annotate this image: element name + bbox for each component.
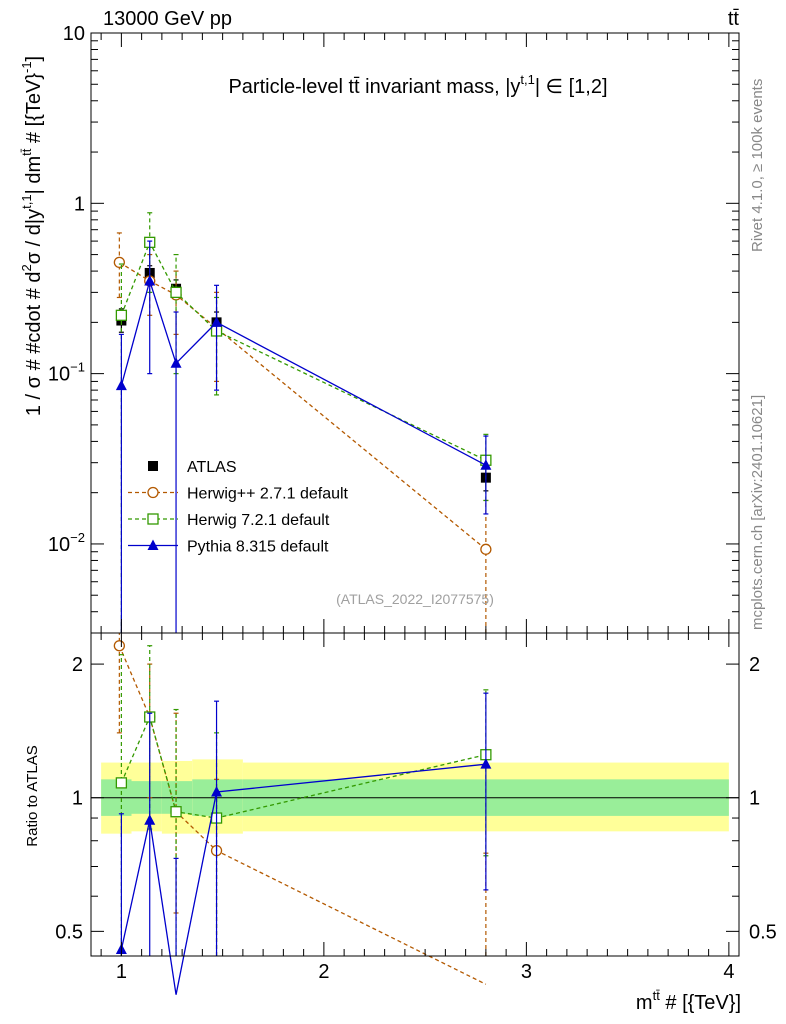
main-ytick-label-base: 10 (48, 364, 70, 386)
main-point-pythia-8-315-default (115, 379, 127, 391)
main-marks (113, 212, 492, 633)
main-ytick-label-base: 10 (48, 534, 70, 556)
energy-label: 13000 GeV pp (103, 8, 232, 30)
ratio-y-axis-label: Ratio to ATLAS (24, 745, 41, 846)
ratio-point-herwig-7-2-1-default (115, 777, 128, 789)
legend-marker-atlas (148, 461, 158, 471)
main-point-pythia-8-315-default (170, 357, 182, 368)
ratio-marks (113, 633, 492, 995)
process-label: tt̄ (728, 8, 740, 30)
x-tick-label: 2 (318, 961, 329, 983)
main-xticks (100, 33, 730, 633)
mcplots-label: mcplots.cern.ch [arXiv:2401.10621] (749, 395, 766, 630)
legend-label-atlas: ATLAS (187, 459, 237, 476)
main-ytick-label: 10−2 (48, 530, 85, 556)
main-ytick-label: 10−1 (48, 360, 85, 386)
legend-label-herwig-2-7-1-default: Herwig++ 2.7.1 default (187, 486, 349, 503)
x-tick-label: 1 (116, 961, 127, 983)
ratio-ytick-label-left: 0.5 (55, 921, 83, 943)
main-y-axis-label: 1 / σ # #cdot # d2σ / d|yt,1| dmtt̄ # [{… (19, 56, 45, 416)
main-ytick-label: 1 (74, 193, 85, 215)
ratio-ytick-label-right: 0.5 (749, 921, 777, 943)
ratio-point-pythia-8-315-default (211, 786, 223, 797)
rivet-version-label: Rivet 4.1.0, ≥ 100k events (749, 79, 766, 252)
ratio-line-pythia-8-315-default (120, 763, 486, 995)
ratio-point-pythia-8-315-default (144, 814, 156, 825)
main-point-herwig-2-7-1-default (113, 256, 125, 269)
main-point-herwig-2-7-1-default (480, 543, 492, 555)
main-point-pythia-8-315-default (144, 274, 156, 286)
x-tick-label: 4 (723, 961, 734, 983)
main-point-pythia-8-315-default (211, 316, 223, 327)
x-tick-label: 3 (521, 961, 532, 983)
legend-label-pythia-8-315-default: Pythia 8.315 default (187, 539, 329, 556)
ratio-point-pythia-8-315-default (480, 758, 492, 769)
ratio-point-herwig-7-2-1-default (170, 806, 182, 818)
ratio-yticks: 0.5 0.5 1 1 2 2 (55, 654, 777, 943)
ratio-frame (90, 632, 740, 957)
ratio-xticks: 1 2 3 4 (100, 633, 734, 983)
ratio-ytick-label-left: 2 (72, 654, 83, 676)
chart-title: Particle-level tt̄ invariant mass, |yt,1… (228, 72, 607, 98)
legend-marker-herwig-7-2-1-default (147, 513, 159, 525)
ratio-ytick-label-right: 1 (749, 788, 760, 810)
ratio-point-herwig-2-7-1-default (113, 640, 125, 652)
main-ytick-label-exp: −1 (70, 360, 85, 375)
x-axis-label: mtt̄ # [{TeV}] (636, 988, 741, 1014)
legend-marker-herwig-2-7-1-default (147, 486, 159, 499)
legend: ATLAS Herwig++ 2.7.1 default Herwig 7.2.1 … (128, 459, 349, 556)
main-point-herwig-7-2-1-default (170, 286, 182, 299)
ratio-ytick-label-left: 1 (72, 788, 83, 810)
main-line-herwig-2-7-1-default (119, 261, 487, 550)
legend-marker-pythia-8-315-default (147, 539, 159, 550)
main-ytick-label-exp: −2 (70, 530, 85, 545)
ratio-bands (101, 759, 729, 834)
ratio-ytick-label-right: 2 (749, 654, 760, 676)
main-point-pythia-8-315-default (480, 459, 492, 470)
main-ytick-label: 10 (63, 23, 85, 45)
legend-label-herwig-7-2-1-default: Herwig 7.2.1 default (187, 512, 330, 529)
main-point-herwig-7-2-1-default (115, 309, 128, 321)
analysis-watermark: (ATLAS_2022_I2077575) (336, 591, 494, 607)
ratio-panel: 0.5 0.5 1 1 2 2 1 2 3 4 Ratio to ATLAS mtt̄ # [{… (24, 632, 777, 1014)
